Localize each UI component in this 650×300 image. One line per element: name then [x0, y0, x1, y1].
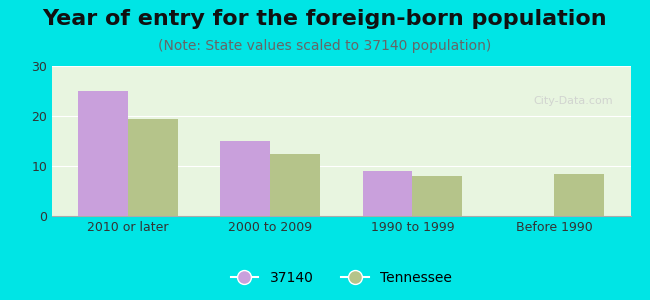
Bar: [554, 173, 604, 216]
Text: Year of entry for the foreign-born population: Year of entry for the foreign-born popul…: [43, 9, 607, 29]
Bar: [78, 91, 128, 216]
Text: (Note: State values scaled to 37140 population): (Note: State values scaled to 37140 popu…: [159, 39, 491, 53]
Bar: [128, 118, 178, 216]
Bar: [270, 154, 320, 216]
Legend: 37140, Tennessee: 37140, Tennessee: [225, 265, 458, 290]
Bar: [363, 171, 412, 216]
Text: City-Data.com: City-Data.com: [534, 96, 613, 106]
Bar: [220, 141, 270, 216]
Bar: [412, 176, 462, 216]
